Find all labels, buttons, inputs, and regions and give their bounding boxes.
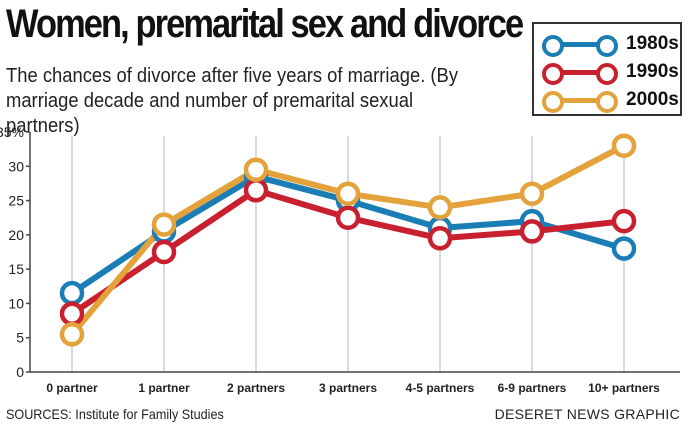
- legend-label-1980s: 1980s: [626, 33, 679, 54]
- legend-label-2000s: 2000s: [626, 89, 679, 110]
- legend-item-2000s: 2000s: [542, 89, 682, 113]
- point-1980s-0: [59, 280, 85, 306]
- legend-item-1990s: 1990s: [542, 61, 682, 85]
- y-tick-label-10: 10: [8, 295, 24, 311]
- point-1990s-0: [59, 301, 85, 326]
- y-tick-label-35: 35%: [0, 124, 24, 140]
- point-1990s-6: [611, 208, 637, 234]
- x-tick-label-3: 3 partners: [319, 381, 377, 395]
- x-tick-label-2: 2 partners: [227, 381, 285, 395]
- legend: 1980s 1990s 2000s: [532, 22, 682, 116]
- credit-note: DESERET NEWS GRAPHIC: [494, 406, 680, 422]
- y-tick-labels: 0 5 10 15 20 25 30 35%: [0, 124, 24, 380]
- data-points: [59, 133, 637, 347]
- y-tick-label-30: 30: [8, 158, 24, 174]
- y-tick-label-25: 25: [8, 193, 24, 209]
- legend-item-1980s: 1980s: [542, 33, 682, 57]
- y-tick-label-5: 5: [16, 330, 24, 346]
- legend-line-1980s: [552, 42, 606, 47]
- y-tick-label-15: 15: [8, 261, 24, 277]
- y-tick-label-0: 0: [16, 364, 24, 380]
- x-tick-label-1: 1 partner: [138, 381, 190, 395]
- legend-label-1990s: 1990s: [626, 61, 679, 82]
- point-2000s-4: [427, 195, 453, 220]
- x-tick-label-5: 6-9 partners: [498, 381, 567, 395]
- point-1990s-4: [427, 226, 453, 251]
- chart-title: Women, premarital sex and divorce: [6, 2, 524, 46]
- legend-marker-1980s-left: [542, 35, 564, 57]
- source-note: SOURCES: Institute for Family Studies: [6, 406, 224, 422]
- axes: [26, 131, 680, 373]
- x-tick-label-0: 0 partner: [46, 381, 98, 395]
- legend-marker-1990s-right: [596, 63, 618, 85]
- legend-marker-2000s-right: [596, 91, 618, 113]
- legend-marker-2000s-left: [542, 91, 564, 113]
- point-2000s-1: [151, 212, 177, 237]
- legend-marker-1990s-left: [542, 63, 564, 85]
- point-2000s-0: [59, 322, 85, 347]
- x-tick-label-6: 10+ partners: [588, 381, 660, 395]
- point-1990s-3: [335, 205, 361, 230]
- point-1990s-2: [243, 178, 269, 203]
- point-2000s-3: [335, 181, 361, 206]
- point-1990s-1: [151, 239, 177, 265]
- point-1980s-6: [611, 236, 637, 261]
- legend-line-1990s: [552, 70, 606, 75]
- chart-subtitle: The chances of divorce after five years …: [6, 65, 459, 137]
- x-tick-labels: 0 partner 1 partner 2 partners 3 partners 4-…: [46, 381, 660, 395]
- point-2000s-6: [611, 133, 637, 158]
- y-tick-label-20: 20: [8, 227, 24, 243]
- x-tick-label-4: 4-5 partners: [406, 381, 475, 395]
- legend-marker-1980s-right: [596, 35, 618, 57]
- point-2000s-2: [243, 157, 269, 182]
- point-1990s-5: [519, 219, 545, 244]
- point-2000s-5: [519, 181, 545, 206]
- legend-line-2000s: [552, 98, 606, 103]
